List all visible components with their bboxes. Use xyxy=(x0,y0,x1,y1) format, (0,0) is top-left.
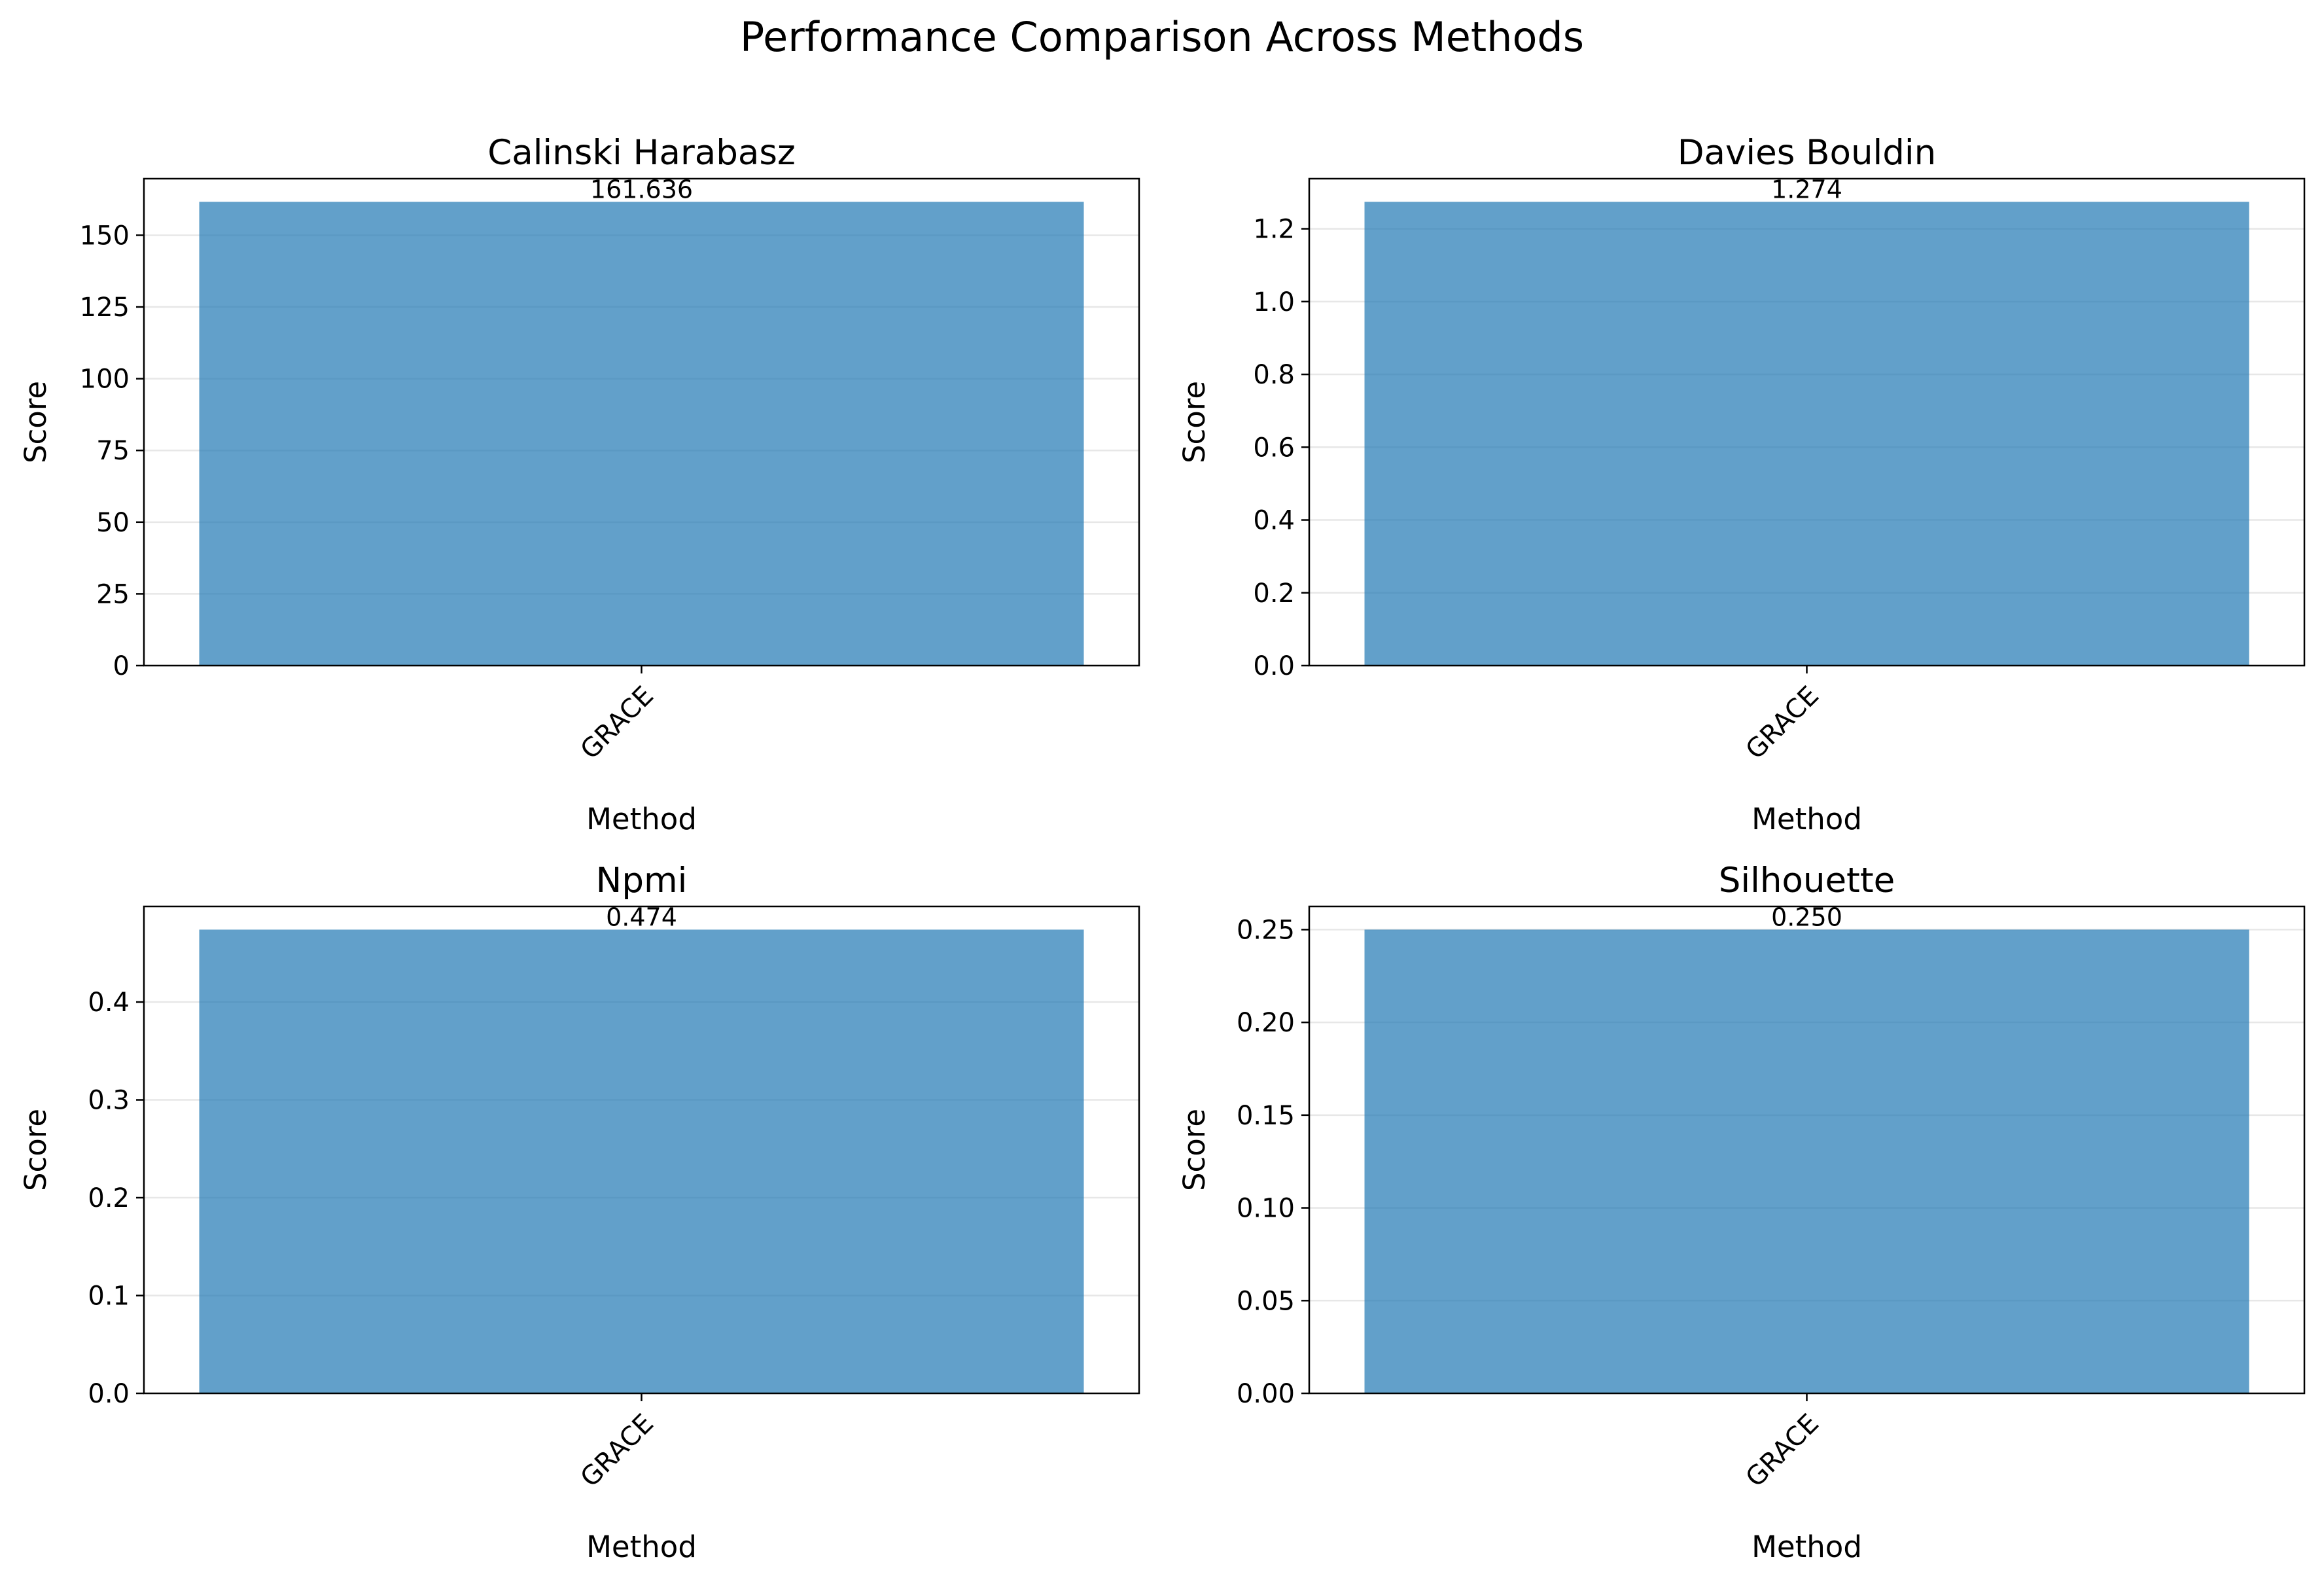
x-axis-label: Method xyxy=(586,1529,697,1564)
y-axis-label: Score xyxy=(1177,381,1212,463)
panel-title: Silhouette xyxy=(1719,861,1895,901)
y-tick-label: 50 xyxy=(96,508,130,538)
bar-grace xyxy=(1364,929,2249,1393)
y-tick-label: 1.2 xyxy=(1253,215,1295,245)
y-tick-label: 75 xyxy=(96,436,130,466)
x-axis-label: Method xyxy=(1752,802,1862,836)
x-axis-label: Method xyxy=(586,802,697,836)
y-tick-label: 0.6 xyxy=(1253,433,1295,463)
y-tick-label: 0.10 xyxy=(1237,1194,1295,1224)
data-label: 0.250 xyxy=(1771,903,1842,931)
y-tick-label: 25 xyxy=(96,579,130,609)
axes-frame xyxy=(143,177,1140,667)
y-tick-label: 0.00 xyxy=(1237,1379,1295,1409)
y-tick-label: 100 xyxy=(80,365,130,395)
data-label: 0.474 xyxy=(606,903,677,931)
y-tick-label: 150 xyxy=(80,221,130,251)
axes-frame xyxy=(143,905,1140,1395)
data-label: 161.636 xyxy=(590,175,693,204)
y-tick-label: 0.20 xyxy=(1237,1008,1295,1038)
data-label: 1.274 xyxy=(1771,175,1842,204)
y-tick-label: 0.4 xyxy=(1253,506,1295,536)
y-axis-label: Score xyxy=(18,381,53,463)
y-axis-label: Score xyxy=(18,1109,53,1191)
y-tick-label: 0.0 xyxy=(1253,651,1295,681)
y-tick-label: 0.2 xyxy=(1253,579,1295,609)
axes-frame xyxy=(1308,905,2306,1395)
y-tick-label: 0 xyxy=(113,651,130,681)
bar-grace xyxy=(199,929,1084,1393)
y-tick-label: 0.1 xyxy=(88,1281,130,1312)
x-axis-label: Method xyxy=(1752,1529,1862,1564)
panel-title: Calinski Harabasz xyxy=(487,133,796,173)
y-tick-label: 0.8 xyxy=(1253,360,1295,390)
y-tick-label: 0.25 xyxy=(1237,915,1295,945)
panel-title: Davies Bouldin xyxy=(1678,133,1937,173)
panel-title: Npmi xyxy=(596,861,688,901)
y-tick-label: 0.3 xyxy=(88,1086,130,1116)
y-tick-label: 1.0 xyxy=(1253,287,1295,317)
y-tick-label: 0.2 xyxy=(88,1183,130,1213)
axes-frame xyxy=(1308,177,2306,667)
y-tick-label: 0.15 xyxy=(1237,1101,1295,1131)
y-axis-label: Score xyxy=(1177,1109,1212,1191)
y-tick-label: 0.4 xyxy=(88,988,130,1018)
bar-grace xyxy=(199,202,1084,666)
figure-title: Performance Comparison Across Methods xyxy=(740,13,1584,61)
panel-silhouette: 0.250GRACE0.000.050.100.150.200.25Silhou… xyxy=(1177,861,2306,1564)
bar-grace xyxy=(1364,202,2249,666)
y-tick-label: 125 xyxy=(80,293,130,323)
y-tick-label: 0.0 xyxy=(88,1379,130,1409)
y-tick-label: 0.05 xyxy=(1237,1286,1295,1316)
